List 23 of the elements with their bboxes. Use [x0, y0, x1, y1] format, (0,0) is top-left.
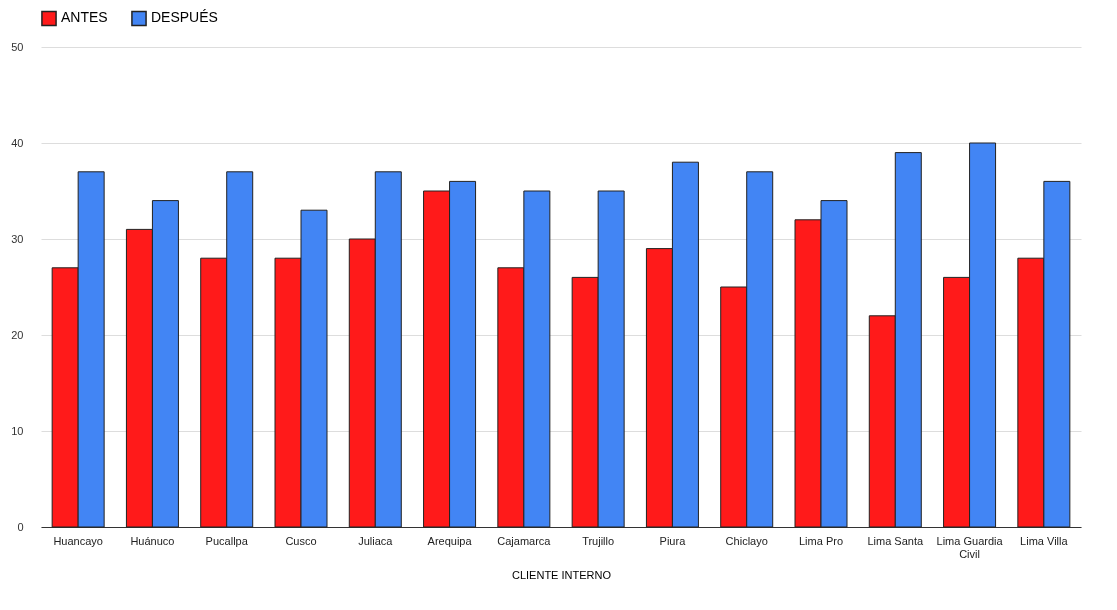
x-tick-label: Huancayo: [53, 534, 103, 547]
x-tick-label: Lima Pro: [798, 534, 844, 547]
y-tick-label: 0: [17, 520, 24, 533]
x-tick-label: Cusco: [285, 534, 317, 547]
x-tick-label: Chiclayo: [725, 534, 768, 547]
x-tick-label: Juliaca: [358, 534, 394, 547]
x-tick-label: Huánuco: [130, 534, 175, 547]
x-axis-title: CLIENTE INTERNO: [511, 568, 612, 581]
x-tick-label: Trujillo: [582, 534, 615, 547]
y-tick-label: 40: [11, 136, 24, 149]
y-tick-label: 20: [11, 328, 24, 341]
x-tick-label: Piura: [659, 534, 687, 547]
x-tick-label: Cajamarca: [497, 534, 552, 547]
x-tick-label: Pucallpa: [205, 534, 249, 547]
legend-label: ANTES: [61, 9, 108, 26]
y-tick-label: 10: [11, 424, 24, 437]
x-tick-label: Arequipa: [427, 534, 473, 547]
y-tick-label: 30: [11, 232, 24, 245]
legend-label: DESPUÉS: [151, 9, 218, 26]
y-tick-label: 50: [11, 40, 24, 53]
x-tick-label: Lima Villa: [1020, 534, 1069, 547]
x-tick-label: Lima Guardia Civil: [936, 534, 1004, 560]
x-tick-label: Lima Santa: [867, 534, 924, 547]
